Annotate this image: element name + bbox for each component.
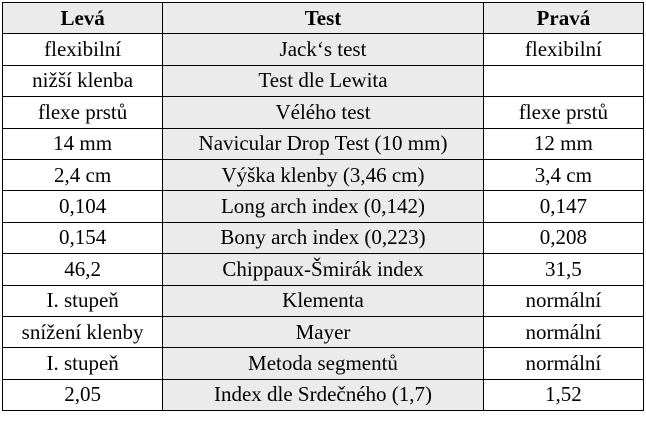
cell-test: Metoda segmentů [162,347,484,380]
table-row: 2,05 Index dle Srdečného (1,7) 1,52 [1,378,645,412]
cell-test: Long arch index (0,142) [162,190,484,223]
cell-right: flexibilní [482,33,645,66]
header-row: Levá Test Pravá [1,1,645,35]
table-row: flexibilní Jack‘s test flexibilní [1,33,645,66]
cell-left: 0,104 [1,190,164,223]
table-row: I. stupeň Klementa normální [1,284,645,317]
table-header: Levá Test Pravá [1,1,645,35]
table-row: 2,4 cm Výška klenby (3,46 cm) 3,4 cm [1,158,645,192]
cell-right: normální [482,284,645,317]
cell-left: I. stupeň [1,347,164,380]
cell-left: 46,2 [1,253,164,286]
table-row: snížení klenby Mayer normální [1,315,645,349]
table-row: 14 mm Navicular Drop Test (10 mm) 12 mm [1,127,645,160]
cell-left: flexe prstů [1,96,164,129]
cell-right: 0,147 [482,190,645,223]
cell-right: 31,5 [482,253,645,286]
table-row: 0,104 Long arch index (0,142) 0,147 [1,190,645,223]
cell-left: flexibilní [1,33,164,66]
cell-test: Vélého test [162,96,484,129]
cell-left: 14 mm [1,127,164,160]
cell-test: Bony arch index (0,223) [162,221,484,255]
cell-right: 3,4 cm [482,158,645,192]
cell-test: Chippaux-Šmirák index [162,253,484,286]
results-table: Levá Test Pravá flexibilní Jack‘s test f… [1,1,645,412]
table-row: I. stupeň Metoda segmentů normální [1,347,645,380]
cell-test: Index dle Srdečného (1,7) [162,378,484,412]
table-row: 46,2 Chippaux-Šmirák index 31,5 [1,253,645,286]
cell-right: 12 mm [482,127,645,160]
cell-left: nižší klenba [1,64,164,98]
table-row: 0,154 Bony arch index (0,223) 0,208 [1,221,645,255]
cell-right [482,64,645,98]
cell-left: snížení klenby [1,315,164,349]
cell-left: 0,154 [1,221,164,255]
cell-test: Jack‘s test [162,33,484,66]
header-test: Test [162,1,484,35]
table-row: flexe prstů Vélého test flexe prstů [1,96,645,129]
table-row: nižší klenba Test dle Lewita [1,64,645,98]
cell-right: normální [482,315,645,349]
cell-test: Navicular Drop Test (10 mm) [162,127,484,160]
cell-test: Klementa [162,284,484,317]
cell-right: normální [482,347,645,380]
cell-right: 1,52 [482,378,645,412]
cell-right: 0,208 [482,221,645,255]
cell-left: 2,4 cm [1,158,164,192]
header-left: Levá [1,1,164,35]
cell-right: flexe prstů [482,96,645,129]
cell-test: Výška klenby (3,46 cm) [162,158,484,192]
header-right: Pravá [482,1,645,35]
cell-left: I. stupeň [1,284,164,317]
cell-test: Mayer [162,315,484,349]
cell-test: Test dle Lewita [162,64,484,98]
table-body: flexibilní Jack‘s test flexibilní nižší … [1,33,645,412]
cell-left: 2,05 [1,378,164,412]
